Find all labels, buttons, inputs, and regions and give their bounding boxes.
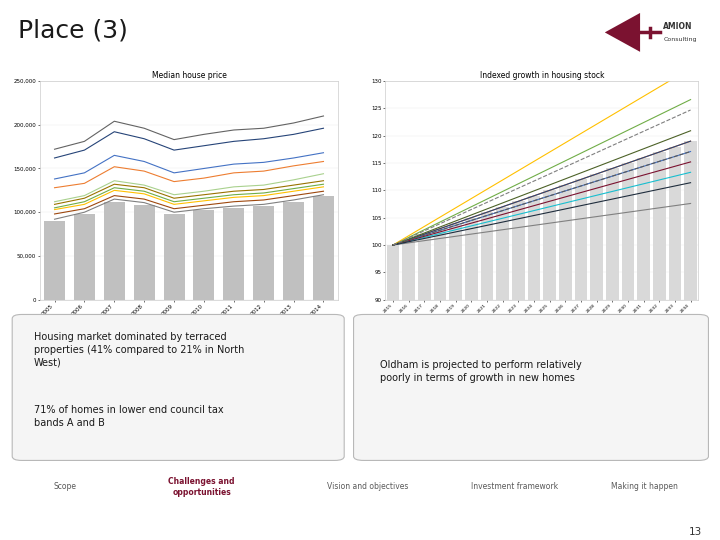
Bar: [283, 202, 304, 300]
Bar: [496, 207, 509, 300]
Text: Making it happen: Making it happen: [611, 482, 678, 491]
Bar: [575, 179, 588, 300]
Bar: [637, 158, 650, 300]
Bar: [528, 196, 540, 300]
Bar: [465, 218, 477, 300]
FancyBboxPatch shape: [354, 314, 708, 461]
Bar: [684, 141, 697, 300]
Bar: [621, 163, 634, 300]
Bar: [74, 214, 95, 300]
Bar: [134, 205, 155, 300]
Bar: [544, 190, 556, 300]
Bar: [512, 201, 525, 300]
Bar: [653, 152, 665, 300]
Title: Indexed growth in housing stock: Indexed growth in housing stock: [480, 71, 604, 80]
Text: Vision and objectives: Vision and objectives: [326, 482, 408, 491]
Bar: [606, 168, 618, 300]
Title: Median house price: Median house price: [152, 71, 226, 80]
Bar: [44, 221, 65, 300]
Bar: [559, 185, 572, 300]
Text: Oldham is projected to perform relatively
poorly in terms of growth in new homes: Oldham is projected to perform relativel…: [380, 360, 582, 383]
Text: Investment framework: Investment framework: [471, 482, 559, 491]
Bar: [253, 206, 274, 300]
Legend: Oldham, Oldham, Bolton, Bury, Manchester, Rochdale, Salford, Stockport, Tameside: Oldham, Oldham, Bolton, Bury, Manchester…: [118, 341, 260, 362]
Text: 71% of homes in lower end council tax
bands A and B: 71% of homes in lower end council tax ba…: [34, 406, 224, 428]
Bar: [194, 211, 215, 300]
Text: Place (3): Place (3): [18, 19, 128, 43]
Bar: [387, 245, 400, 300]
Bar: [418, 234, 431, 300]
Text: Challenges and
opportunities: Challenges and opportunities: [168, 477, 235, 497]
Bar: [433, 228, 446, 300]
Polygon shape: [605, 13, 640, 52]
Bar: [669, 146, 681, 300]
FancyBboxPatch shape: [12, 314, 344, 461]
Text: AMION: AMION: [663, 22, 693, 31]
Bar: [104, 202, 125, 300]
Bar: [163, 214, 184, 300]
Bar: [481, 212, 493, 300]
Bar: [223, 208, 244, 300]
Text: Scope: Scope: [53, 482, 76, 491]
Bar: [402, 240, 415, 300]
Legend: Oldham, Bolton, Bury, Manchester, Rochdale, Salford, Stockport, Tameside, Traffo: Oldham, Bolton, Bury, Manchester, Rochda…: [476, 341, 608, 361]
Text: Housing market dominated by terraced
properties (41% compared to 21% in North
We: Housing market dominated by terraced pro…: [34, 332, 245, 368]
Bar: [313, 197, 334, 300]
Text: 13: 13: [689, 527, 702, 537]
Bar: [590, 174, 603, 300]
Text: Consulting: Consulting: [663, 37, 697, 42]
Bar: [449, 223, 462, 300]
